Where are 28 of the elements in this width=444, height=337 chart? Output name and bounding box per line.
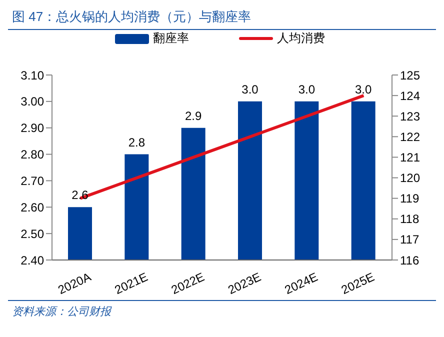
text: 资料来源：公司财报	[12, 306, 111, 318]
y-tick-label: 3.10	[20, 68, 44, 82]
data-label: 3.0	[354, 82, 372, 96]
y-tick-label: 2.80	[20, 148, 44, 162]
data-label: 2.8	[128, 135, 146, 150]
y2-tick-label: 117	[400, 232, 420, 247]
y2-tick-label: 116	[400, 253, 420, 268]
y-tick-label: 2.40	[20, 253, 44, 268]
y2-tick-label: 124	[400, 88, 420, 103]
data-label: 2.9	[184, 108, 202, 123]
y2-tick-label: 122	[400, 130, 420, 144]
y2-tick-label: 121	[400, 150, 420, 164]
data-label: 2.6	[72, 188, 89, 202]
legend-label: 人均消费	[277, 30, 325, 47]
y-tick-label: 2.90	[20, 121, 44, 136]
data-label: 3.0	[298, 82, 316, 96]
legend-label: 翻座率	[153, 30, 189, 47]
y-tick-label: 3.00	[20, 94, 44, 109]
chart-title: 图 47：总火锅的人均消费（元）与翻座率	[8, 8, 436, 30]
data-label: 3.0	[242, 82, 259, 96]
y-tick-label: 2.50	[20, 226, 44, 241]
y2-tick-label: 125	[400, 68, 420, 82]
y-tick-label: 2.60	[20, 200, 44, 214]
y2-tick-label: 118	[400, 212, 420, 226]
y2-tick-label: 119	[400, 192, 420, 206]
y2-tick-label: 120	[400, 171, 420, 186]
y-tick-label: 2.70	[20, 174, 44, 188]
y2-tick-label: 123	[400, 109, 420, 124]
